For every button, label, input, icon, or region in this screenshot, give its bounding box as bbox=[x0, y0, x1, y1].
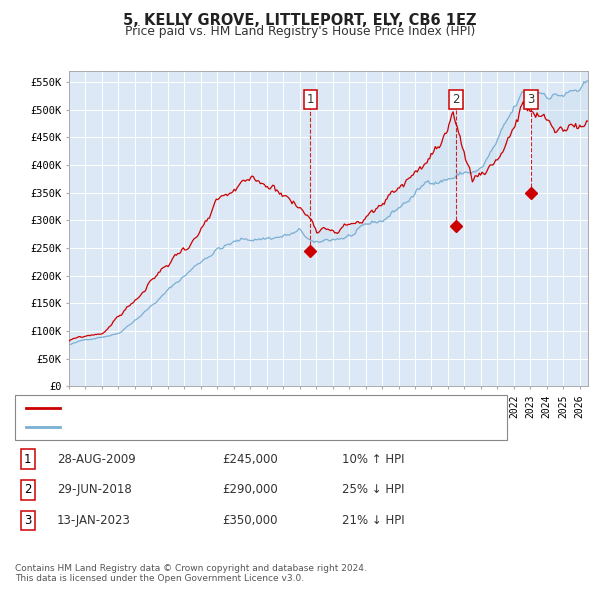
Text: HPI: Average price, detached house, East Cambridgeshire: HPI: Average price, detached house, East… bbox=[66, 422, 368, 432]
Text: £290,000: £290,000 bbox=[222, 483, 278, 496]
Text: £245,000: £245,000 bbox=[222, 453, 278, 466]
Text: 5, KELLY GROVE, LITTLEPORT, ELY, CB6 1EZ: 5, KELLY GROVE, LITTLEPORT, ELY, CB6 1EZ bbox=[123, 13, 477, 28]
Text: 2: 2 bbox=[24, 483, 31, 496]
Text: 3: 3 bbox=[24, 514, 31, 527]
Text: 28-AUG-2009: 28-AUG-2009 bbox=[57, 453, 136, 466]
Text: Contains HM Land Registry data © Crown copyright and database right 2024.
This d: Contains HM Land Registry data © Crown c… bbox=[15, 563, 367, 583]
Text: 2: 2 bbox=[452, 93, 460, 106]
Text: 25% ↓ HPI: 25% ↓ HPI bbox=[342, 483, 404, 496]
Text: 29-JUN-2018: 29-JUN-2018 bbox=[57, 483, 132, 496]
Text: 3: 3 bbox=[527, 93, 535, 106]
Text: 13-JAN-2023: 13-JAN-2023 bbox=[57, 514, 131, 527]
Text: 1: 1 bbox=[307, 93, 314, 106]
Text: Price paid vs. HM Land Registry's House Price Index (HPI): Price paid vs. HM Land Registry's House … bbox=[125, 25, 475, 38]
Text: 10% ↑ HPI: 10% ↑ HPI bbox=[342, 453, 404, 466]
Text: 1: 1 bbox=[24, 453, 31, 466]
Text: £350,000: £350,000 bbox=[222, 514, 277, 527]
Text: 5, KELLY GROVE, LITTLEPORT, ELY, CB6 1EZ (detached house): 5, KELLY GROVE, LITTLEPORT, ELY, CB6 1EZ… bbox=[66, 403, 386, 412]
Text: 21% ↓ HPI: 21% ↓ HPI bbox=[342, 514, 404, 527]
